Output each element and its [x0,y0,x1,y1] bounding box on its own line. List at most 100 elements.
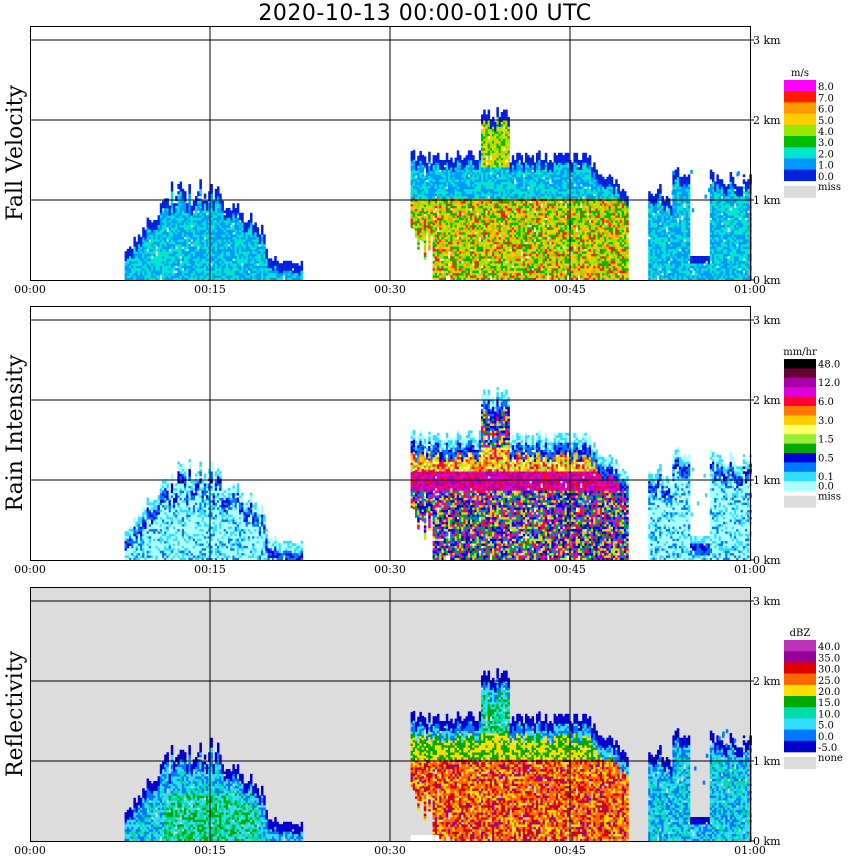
colorbar-swatch [784,359,816,369]
colorbar-missing-swatch [784,185,816,198]
plot-frame [30,587,751,842]
y-tick-label: 0 km [753,554,781,567]
colorbar: dBZ 40.035.030.025.020.015.010.05.00.0-5.… [784,628,843,769]
colorbar-label: 0.0 [818,732,834,743]
colorbar-swatch [784,102,816,114]
y-tick-label: 0 km [753,274,781,287]
colorbar-swatch [784,158,816,170]
colorbar-label: 30.0 [818,665,840,676]
y-tick-label: 1 km [753,755,781,768]
colorbar-label: 0.0 [818,482,834,493]
colorbar-unit: mm/hr [783,347,817,358]
colorbar-swatch [784,443,816,454]
gridlines [30,306,750,560]
colorbar-missing-label: miss [818,182,841,193]
colorbar-unit: m/s [791,68,809,79]
colorbar-swatch [784,136,816,148]
colorbar-label: 1.5 [818,435,834,446]
y-tick-label: 3 km [753,34,781,47]
colorbar-label: 7.0 [818,93,834,104]
panel-fall-velocity: 0 km 1 km 2 km 3 km 00:00 00:15 00:30 00:45 01:0… [3,26,841,296]
y-tick-label: 0 km [753,835,781,848]
colorbar-missing-swatch [784,495,816,508]
x-tick-label: 00:15 [194,563,226,576]
colorbar-swatch [784,169,816,182]
colorbar-swatch [784,124,816,137]
x-tick-label: 00:00 [14,844,46,857]
plot-frame [30,26,751,281]
colorbar-missing-label: none [818,753,843,764]
colorbar-swatch [784,91,816,103]
colorbar-swatch [784,462,816,473]
colorbar-swatch [784,662,816,674]
echo-field [124,668,752,842]
colorbar-label: 3.0 [818,138,834,149]
x-tick-label: 00:00 [14,283,46,296]
colorbar-swatch [784,740,816,753]
colorbar-label: 15.0 [818,698,840,709]
x-tick-label: 00:45 [554,844,586,857]
colorbar-label: 48.0 [818,359,840,370]
colorbar-swatch [784,415,816,426]
panel-label: Reflectivity [3,650,28,777]
echo-field [124,387,752,561]
colorbar-swatch [784,434,816,444]
colorbar-label: 40.0 [818,642,840,653]
colorbar-swatch [784,80,816,92]
colorbar-label: 0.1 [818,472,834,483]
panel-rain-intensity: 0 km 1 km 2 km 3 km 00:00 00:15 00:30 00:45 01:0… [3,306,841,576]
colorbar-label: 5.0 [818,116,834,127]
plot-frame [30,306,751,561]
colorbar-label: 20.0 [818,687,840,698]
colorbar-swatch [784,453,816,463]
colorbar-swatch [784,651,816,663]
gridlines [30,587,750,841]
colorbar-label: 4.0 [818,127,834,138]
colorbar-swatch [784,707,816,719]
colorbar-swatch [784,396,816,407]
colorbar-label: 12.0 [818,378,840,389]
colorbar-label: 8.0 [818,82,834,93]
y-tick-label: 2 km [753,114,781,127]
x-tick-label: 01:00 [734,283,766,296]
y-tick-label: 3 km [753,595,781,608]
colorbar-label: -5.0 [818,743,837,754]
x-tick-label: 00:45 [554,283,586,296]
chart-title: 2020-10-13 00:00-01:00 UTC [0,0,850,28]
colorbar-missing-label: miss [818,492,841,503]
colorbar-label: 6.0 [818,105,834,116]
colorbar-label: 35.0 [818,653,840,664]
colorbar-swatch [784,718,816,730]
colorbar-swatch [784,147,816,159]
x-tick-label: 00:15 [194,283,226,296]
x-tick-label: 00:00 [14,563,46,576]
panel-reflectivity: 0 km 1 km 2 km 3 km 00:00 00:15 00:30 00:45 01:0… [3,587,843,857]
panel-label: Fall Velocity [3,85,28,221]
panel-label: Rain Intensity [3,354,28,511]
colorbar-swatch [784,684,816,697]
colorbar-swatch [784,471,816,482]
x-tick-label: 00:30 [374,283,406,296]
y-tick-label: 3 km [753,314,781,327]
colorbar-swatch [784,113,816,126]
colorbar-swatch [784,377,816,388]
colorbar-swatch [784,729,816,742]
echo-field [124,107,752,281]
gridlines [30,26,750,280]
colorbar-swatch [784,424,816,435]
y-tick-label: 2 km [753,394,781,407]
colorbar-swatch [784,696,816,708]
colorbar-label: 0.5 [818,453,834,464]
colorbar-label: 3.0 [818,416,834,427]
x-tick-label: 00:15 [194,844,226,857]
x-tick-label: 01:00 [734,563,766,576]
colorbar-swatch [784,481,816,491]
colorbar-label: 25.0 [818,676,840,687]
colorbar-unit: dBZ [790,628,811,639]
x-tick-label: 01:00 [734,844,766,857]
colorbar-label: 10.0 [818,709,840,720]
colorbar-label: 5.0 [818,721,834,732]
colorbar-swatch [784,368,816,379]
